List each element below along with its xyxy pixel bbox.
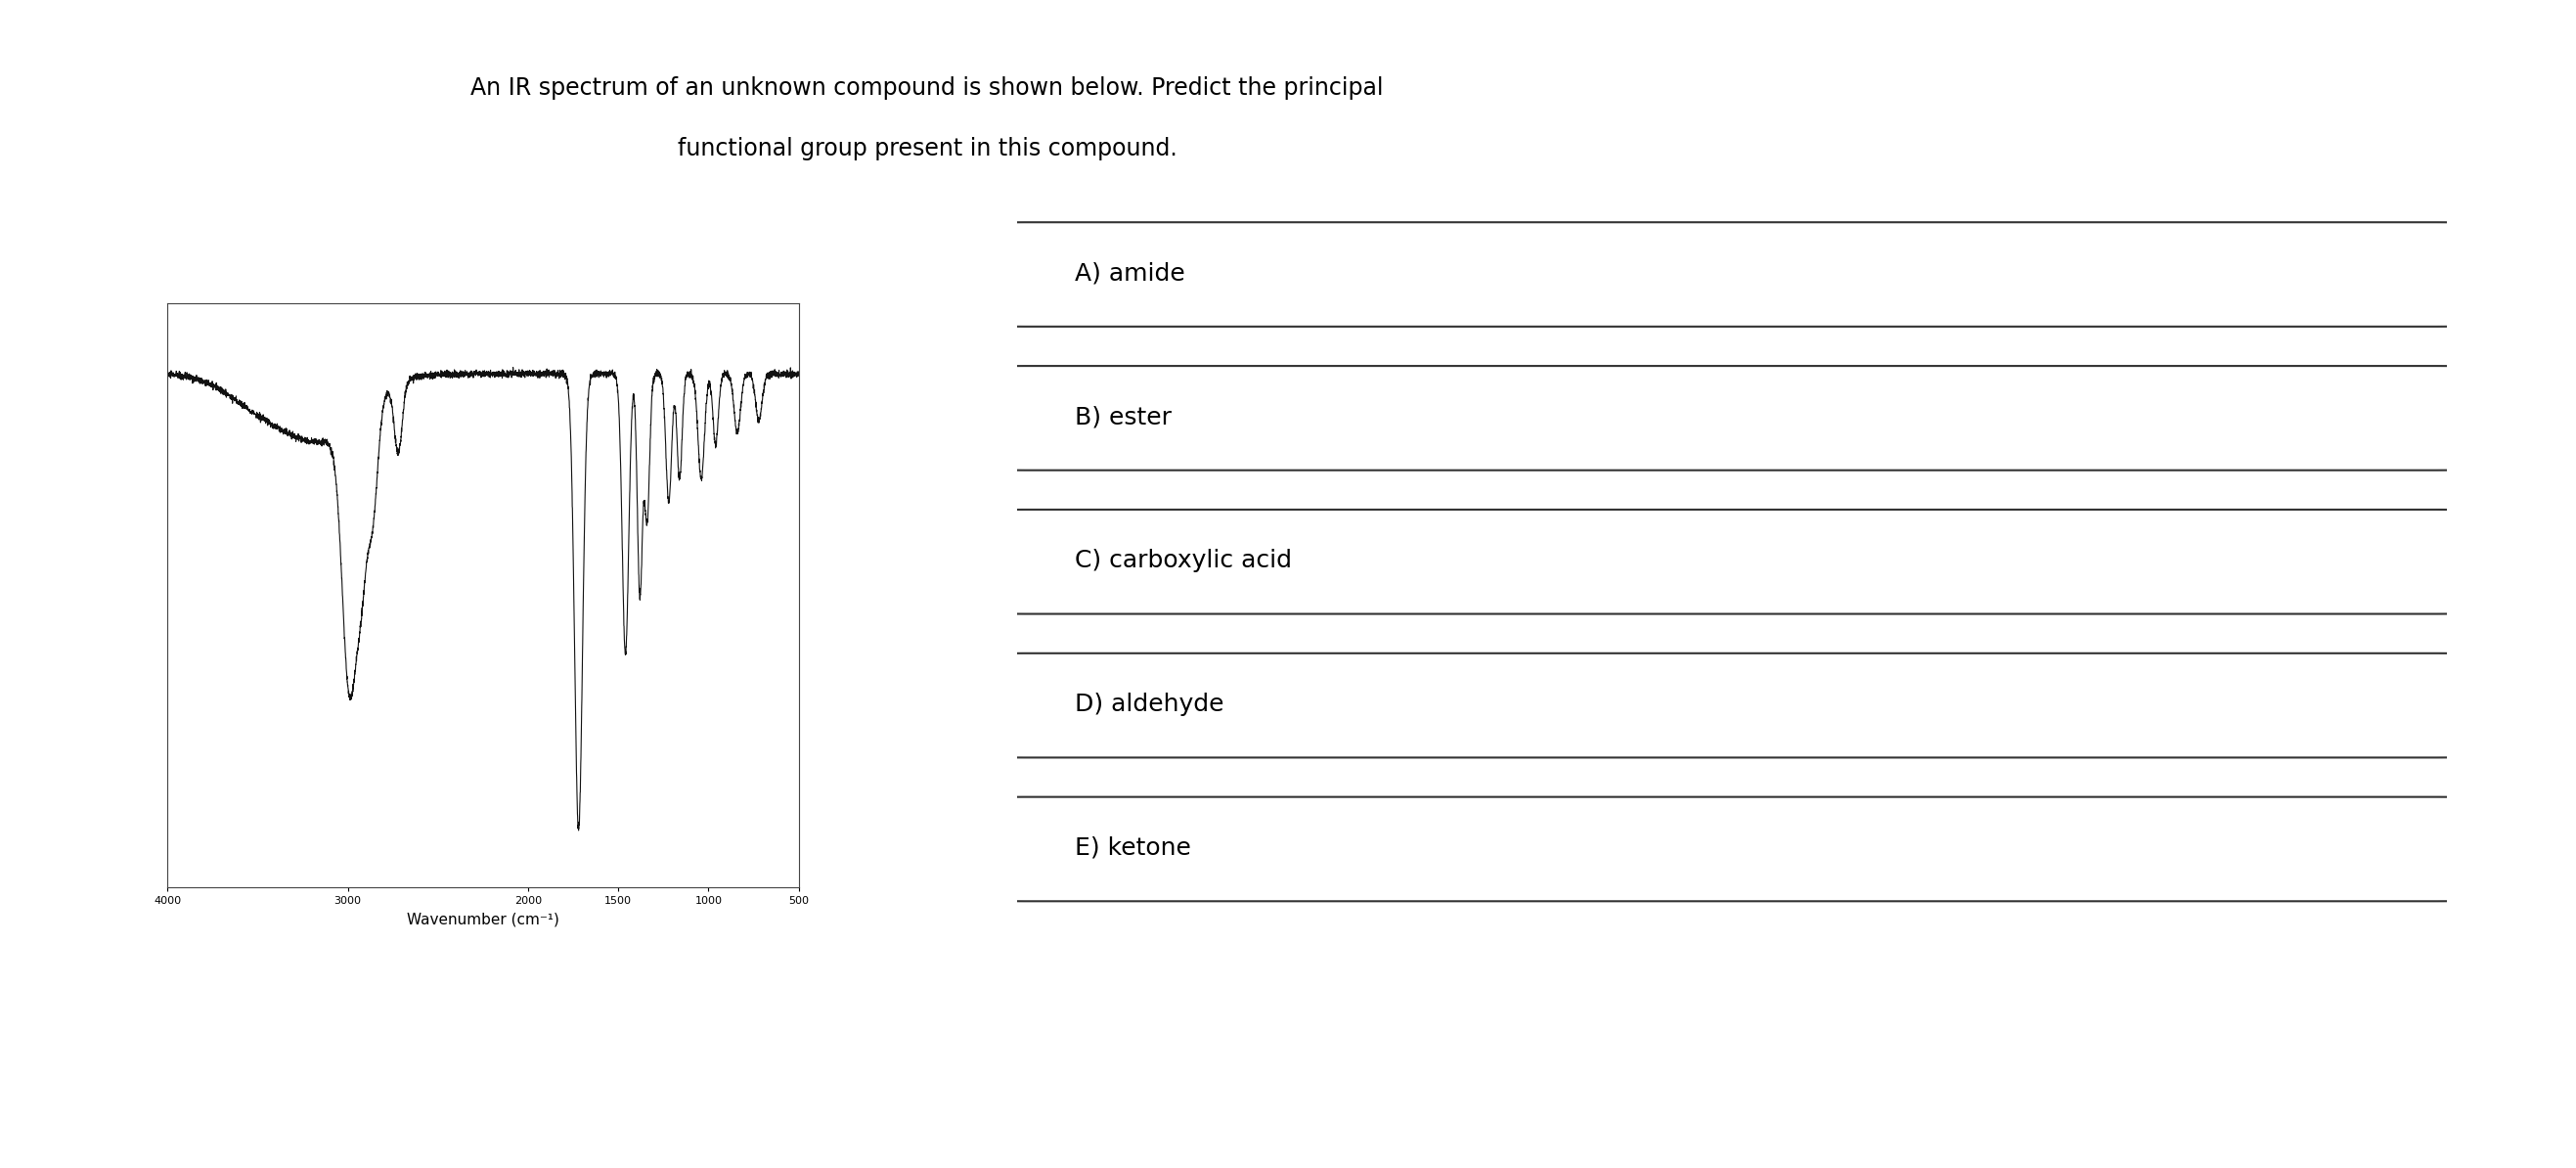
Text: functional group present in this compound.: functional group present in this compoun… xyxy=(677,137,1177,160)
Text: A) amide: A) amide xyxy=(1074,262,1185,285)
FancyBboxPatch shape xyxy=(969,509,2494,614)
FancyBboxPatch shape xyxy=(969,366,2494,471)
Text: C) carboxylic acid: C) carboxylic acid xyxy=(1074,549,1291,572)
X-axis label: Wavenumber (cm⁻¹): Wavenumber (cm⁻¹) xyxy=(407,912,559,926)
Text: An IR spectrum of an unknown compound is shown below. Predict the principal: An IR spectrum of an unknown compound is… xyxy=(471,76,1383,99)
Text: E) ketone: E) ketone xyxy=(1074,836,1190,860)
FancyBboxPatch shape xyxy=(969,222,2494,327)
FancyBboxPatch shape xyxy=(57,145,860,1117)
Text: D) aldehyde: D) aldehyde xyxy=(1074,693,1224,716)
FancyBboxPatch shape xyxy=(969,653,2494,758)
FancyBboxPatch shape xyxy=(969,797,2494,902)
Text: B) ester: B) ester xyxy=(1074,405,1172,429)
